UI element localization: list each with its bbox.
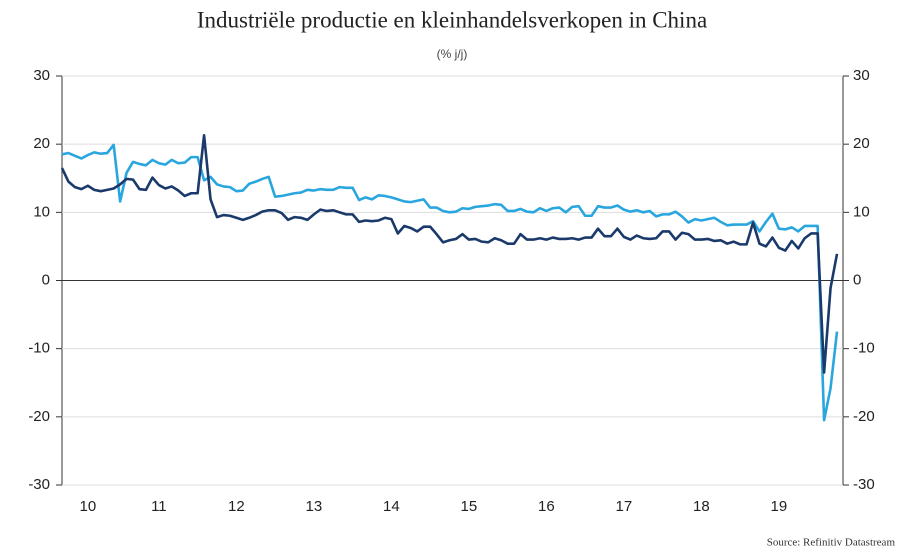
x-tick-label: 11 [151, 498, 167, 515]
x-tick-label: 17 [616, 498, 633, 515]
chart-title: Industriële productie en kleinhandelsver… [197, 7, 707, 32]
x-tick-label: 16 [538, 498, 555, 515]
y2-tick-label: 20 [853, 135, 870, 152]
y2-tick-label: 30 [853, 67, 870, 84]
y-tick-label: -10 [28, 340, 50, 357]
y-tick-label: 0 [42, 271, 50, 288]
source: Source: Refinitiv Datastream [767, 537, 896, 549]
x-tick-label: 13 [306, 498, 323, 515]
series-line [60, 134, 839, 374]
y2-tick-label: 10 [853, 203, 870, 220]
y2-tick-label: -10 [853, 340, 875, 357]
y-tick-label: 10 [33, 203, 50, 220]
x-tick-label: 18 [693, 498, 710, 515]
x-tick-label: 10 [79, 498, 96, 515]
y2-tick-label: -30 [853, 476, 875, 493]
series-line [61, 143, 839, 422]
y2-tick-label: -20 [853, 408, 875, 425]
x-tick-label: 15 [461, 498, 478, 515]
y2-tick-label: 0 [853, 271, 861, 288]
x-tick-label: 14 [383, 498, 400, 515]
y-tick-label: 30 [33, 67, 50, 84]
chart-subtitle: (% j/j) [437, 47, 468, 61]
y-tick-label: 20 [33, 135, 50, 152]
x-tick-label: 19 [771, 498, 788, 515]
x-tick-label: 12 [228, 498, 245, 515]
y-tick-label: -20 [28, 408, 50, 425]
y-tick-label: -30 [28, 476, 50, 493]
